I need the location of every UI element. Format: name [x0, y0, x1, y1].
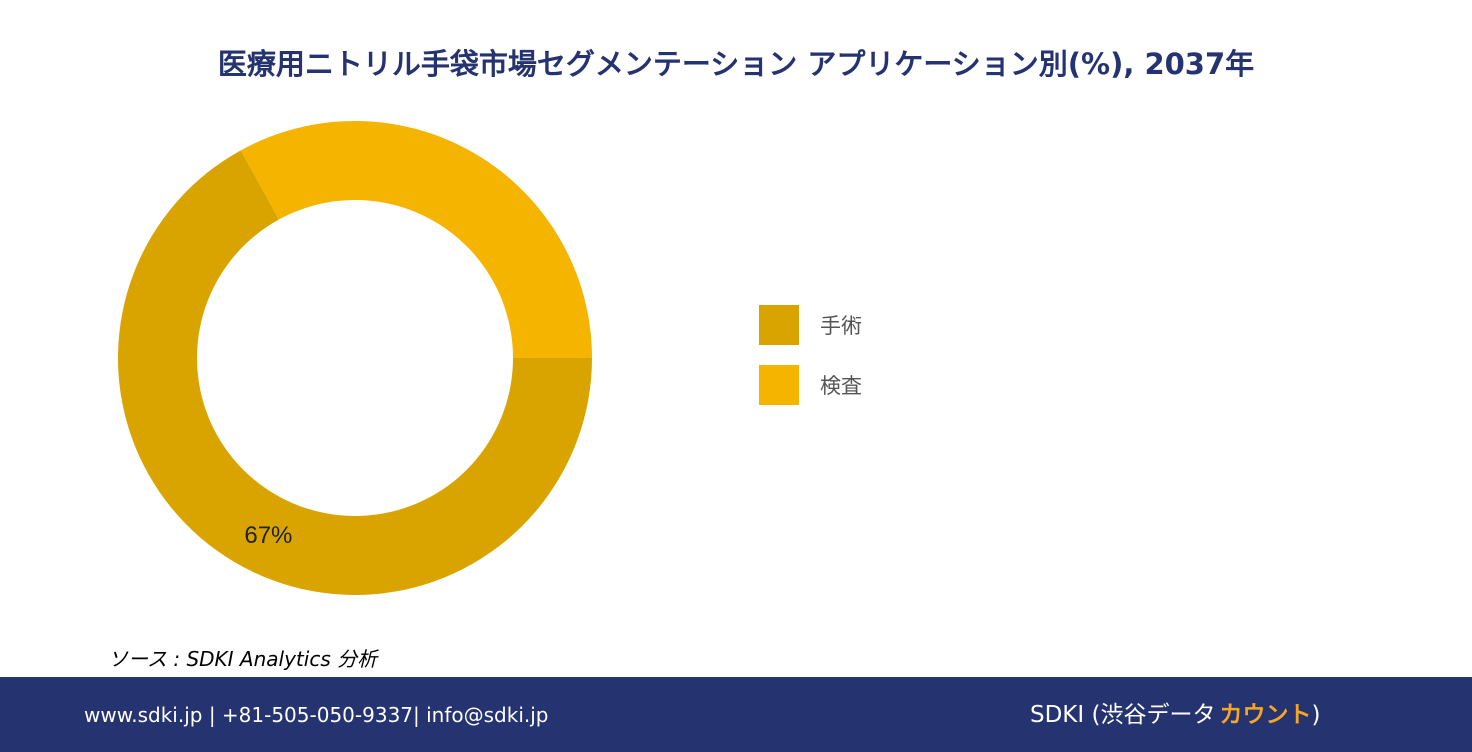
- legend-swatch: [759, 365, 799, 405]
- brand-text: SDKI (渋谷データ: [1030, 702, 1215, 728]
- donut-slice: [117, 150, 592, 596]
- data-label: 67%: [244, 522, 292, 549]
- brand-highlight: カウント: [1219, 702, 1311, 728]
- legend-label: 検査: [820, 374, 862, 398]
- footer-bar: [0, 677, 1472, 752]
- chart-title: 医療用ニトリル手袋市場セグメンテーション アプリケーション別(%), 2037年: [218, 47, 1254, 81]
- brand-end: ): [1311, 702, 1320, 728]
- donut-slice: [240, 121, 592, 358]
- source: ソース : SDKI Analytics 分析: [108, 647, 379, 671]
- footer-contact: www.sdki.jp | +81-505-050-9337| info@sdk…: [84, 703, 548, 727]
- footer-brand: SDKI (渋谷データ カウント): [1030, 702, 1320, 728]
- legend-label: 手術: [820, 314, 862, 338]
- legend-swatch: [759, 305, 799, 345]
